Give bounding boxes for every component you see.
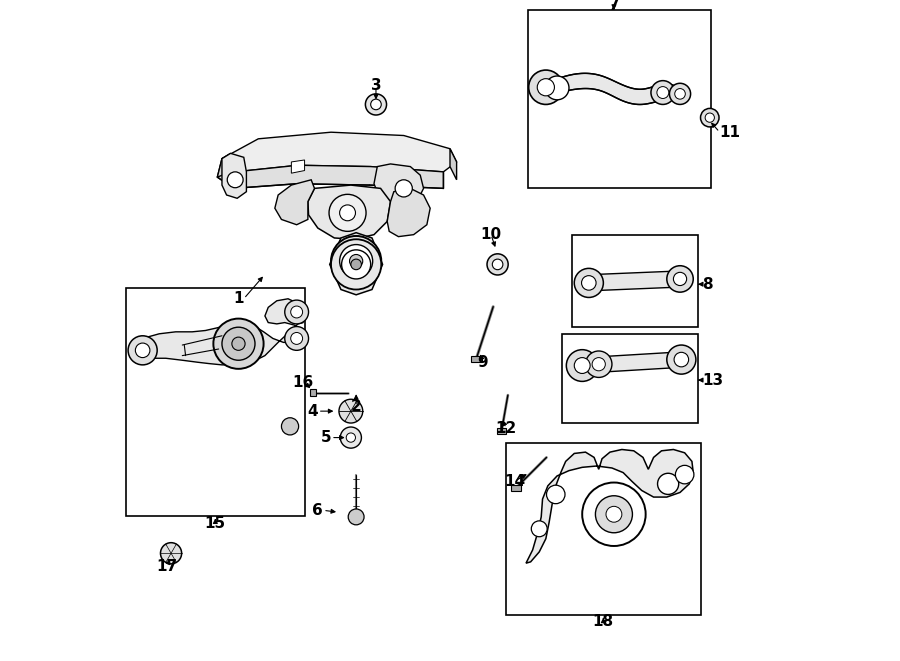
Polygon shape xyxy=(526,449,693,563)
Circle shape xyxy=(329,194,366,231)
Circle shape xyxy=(596,496,633,533)
Circle shape xyxy=(222,327,255,360)
Polygon shape xyxy=(387,188,430,237)
Circle shape xyxy=(291,332,302,344)
Circle shape xyxy=(492,259,503,270)
Polygon shape xyxy=(553,73,675,104)
Circle shape xyxy=(546,485,565,504)
Polygon shape xyxy=(217,153,230,177)
Circle shape xyxy=(128,336,158,365)
Polygon shape xyxy=(292,160,304,173)
Circle shape xyxy=(582,483,645,546)
Polygon shape xyxy=(222,132,456,172)
Circle shape xyxy=(346,433,356,442)
Text: 16: 16 xyxy=(292,375,314,389)
Polygon shape xyxy=(450,149,456,180)
Polygon shape xyxy=(582,271,685,291)
Text: 17: 17 xyxy=(157,559,177,574)
Text: 1: 1 xyxy=(233,292,244,306)
Circle shape xyxy=(135,343,150,358)
Text: 15: 15 xyxy=(205,516,226,531)
Circle shape xyxy=(657,87,669,98)
Circle shape xyxy=(348,509,364,525)
Text: 11: 11 xyxy=(720,125,741,139)
Circle shape xyxy=(574,268,603,297)
Polygon shape xyxy=(136,299,303,365)
Circle shape xyxy=(675,89,685,99)
Polygon shape xyxy=(574,352,689,373)
Circle shape xyxy=(213,319,264,369)
Text: 13: 13 xyxy=(703,373,724,387)
Circle shape xyxy=(232,337,245,350)
Circle shape xyxy=(545,76,569,100)
Text: 18: 18 xyxy=(593,614,614,629)
Polygon shape xyxy=(222,153,247,198)
Circle shape xyxy=(339,399,363,423)
Circle shape xyxy=(674,352,688,367)
Circle shape xyxy=(227,172,243,188)
Circle shape xyxy=(284,327,309,350)
Text: 4: 4 xyxy=(307,404,318,418)
Circle shape xyxy=(339,245,373,278)
Circle shape xyxy=(395,180,412,197)
Text: 8: 8 xyxy=(703,277,713,292)
Circle shape xyxy=(581,276,596,290)
Circle shape xyxy=(586,351,612,377)
Circle shape xyxy=(705,113,715,122)
Circle shape xyxy=(700,108,719,127)
Bar xyxy=(506,443,701,615)
Polygon shape xyxy=(217,159,444,188)
Text: 7: 7 xyxy=(608,0,619,13)
Text: 3: 3 xyxy=(371,79,382,93)
Circle shape xyxy=(673,272,687,286)
Circle shape xyxy=(331,239,382,290)
Circle shape xyxy=(670,83,690,104)
Circle shape xyxy=(371,99,382,110)
Circle shape xyxy=(487,254,508,275)
Text: 12: 12 xyxy=(496,421,517,436)
Polygon shape xyxy=(374,164,424,208)
Text: 2: 2 xyxy=(351,399,362,414)
Circle shape xyxy=(282,418,299,435)
Circle shape xyxy=(651,81,675,104)
Text: 6: 6 xyxy=(312,503,323,518)
Circle shape xyxy=(574,358,590,373)
Circle shape xyxy=(291,306,302,318)
Circle shape xyxy=(528,70,563,104)
Circle shape xyxy=(658,473,679,494)
Circle shape xyxy=(531,521,547,537)
Circle shape xyxy=(349,254,363,268)
Circle shape xyxy=(340,427,362,448)
Text: 9: 9 xyxy=(478,355,489,369)
Circle shape xyxy=(284,300,309,324)
Circle shape xyxy=(606,506,622,522)
Circle shape xyxy=(160,543,182,564)
Circle shape xyxy=(566,350,598,381)
Bar xyxy=(528,10,711,188)
Circle shape xyxy=(675,465,694,484)
Bar xyxy=(572,235,698,327)
Bar xyxy=(562,334,698,423)
Circle shape xyxy=(365,94,386,115)
Circle shape xyxy=(351,259,362,270)
Text: 5: 5 xyxy=(320,430,331,445)
Circle shape xyxy=(537,79,554,96)
Polygon shape xyxy=(308,185,391,239)
Circle shape xyxy=(331,236,382,286)
Text: 14: 14 xyxy=(504,474,526,488)
Bar xyxy=(126,288,304,516)
Bar xyxy=(511,485,521,491)
Circle shape xyxy=(342,250,371,279)
Circle shape xyxy=(592,358,606,371)
Polygon shape xyxy=(274,180,314,225)
Bar xyxy=(472,356,482,362)
Bar xyxy=(497,428,506,434)
Text: 10: 10 xyxy=(481,227,501,242)
Circle shape xyxy=(667,345,696,374)
Circle shape xyxy=(339,205,356,221)
Polygon shape xyxy=(329,233,382,295)
Circle shape xyxy=(667,266,693,292)
Bar xyxy=(310,389,317,396)
